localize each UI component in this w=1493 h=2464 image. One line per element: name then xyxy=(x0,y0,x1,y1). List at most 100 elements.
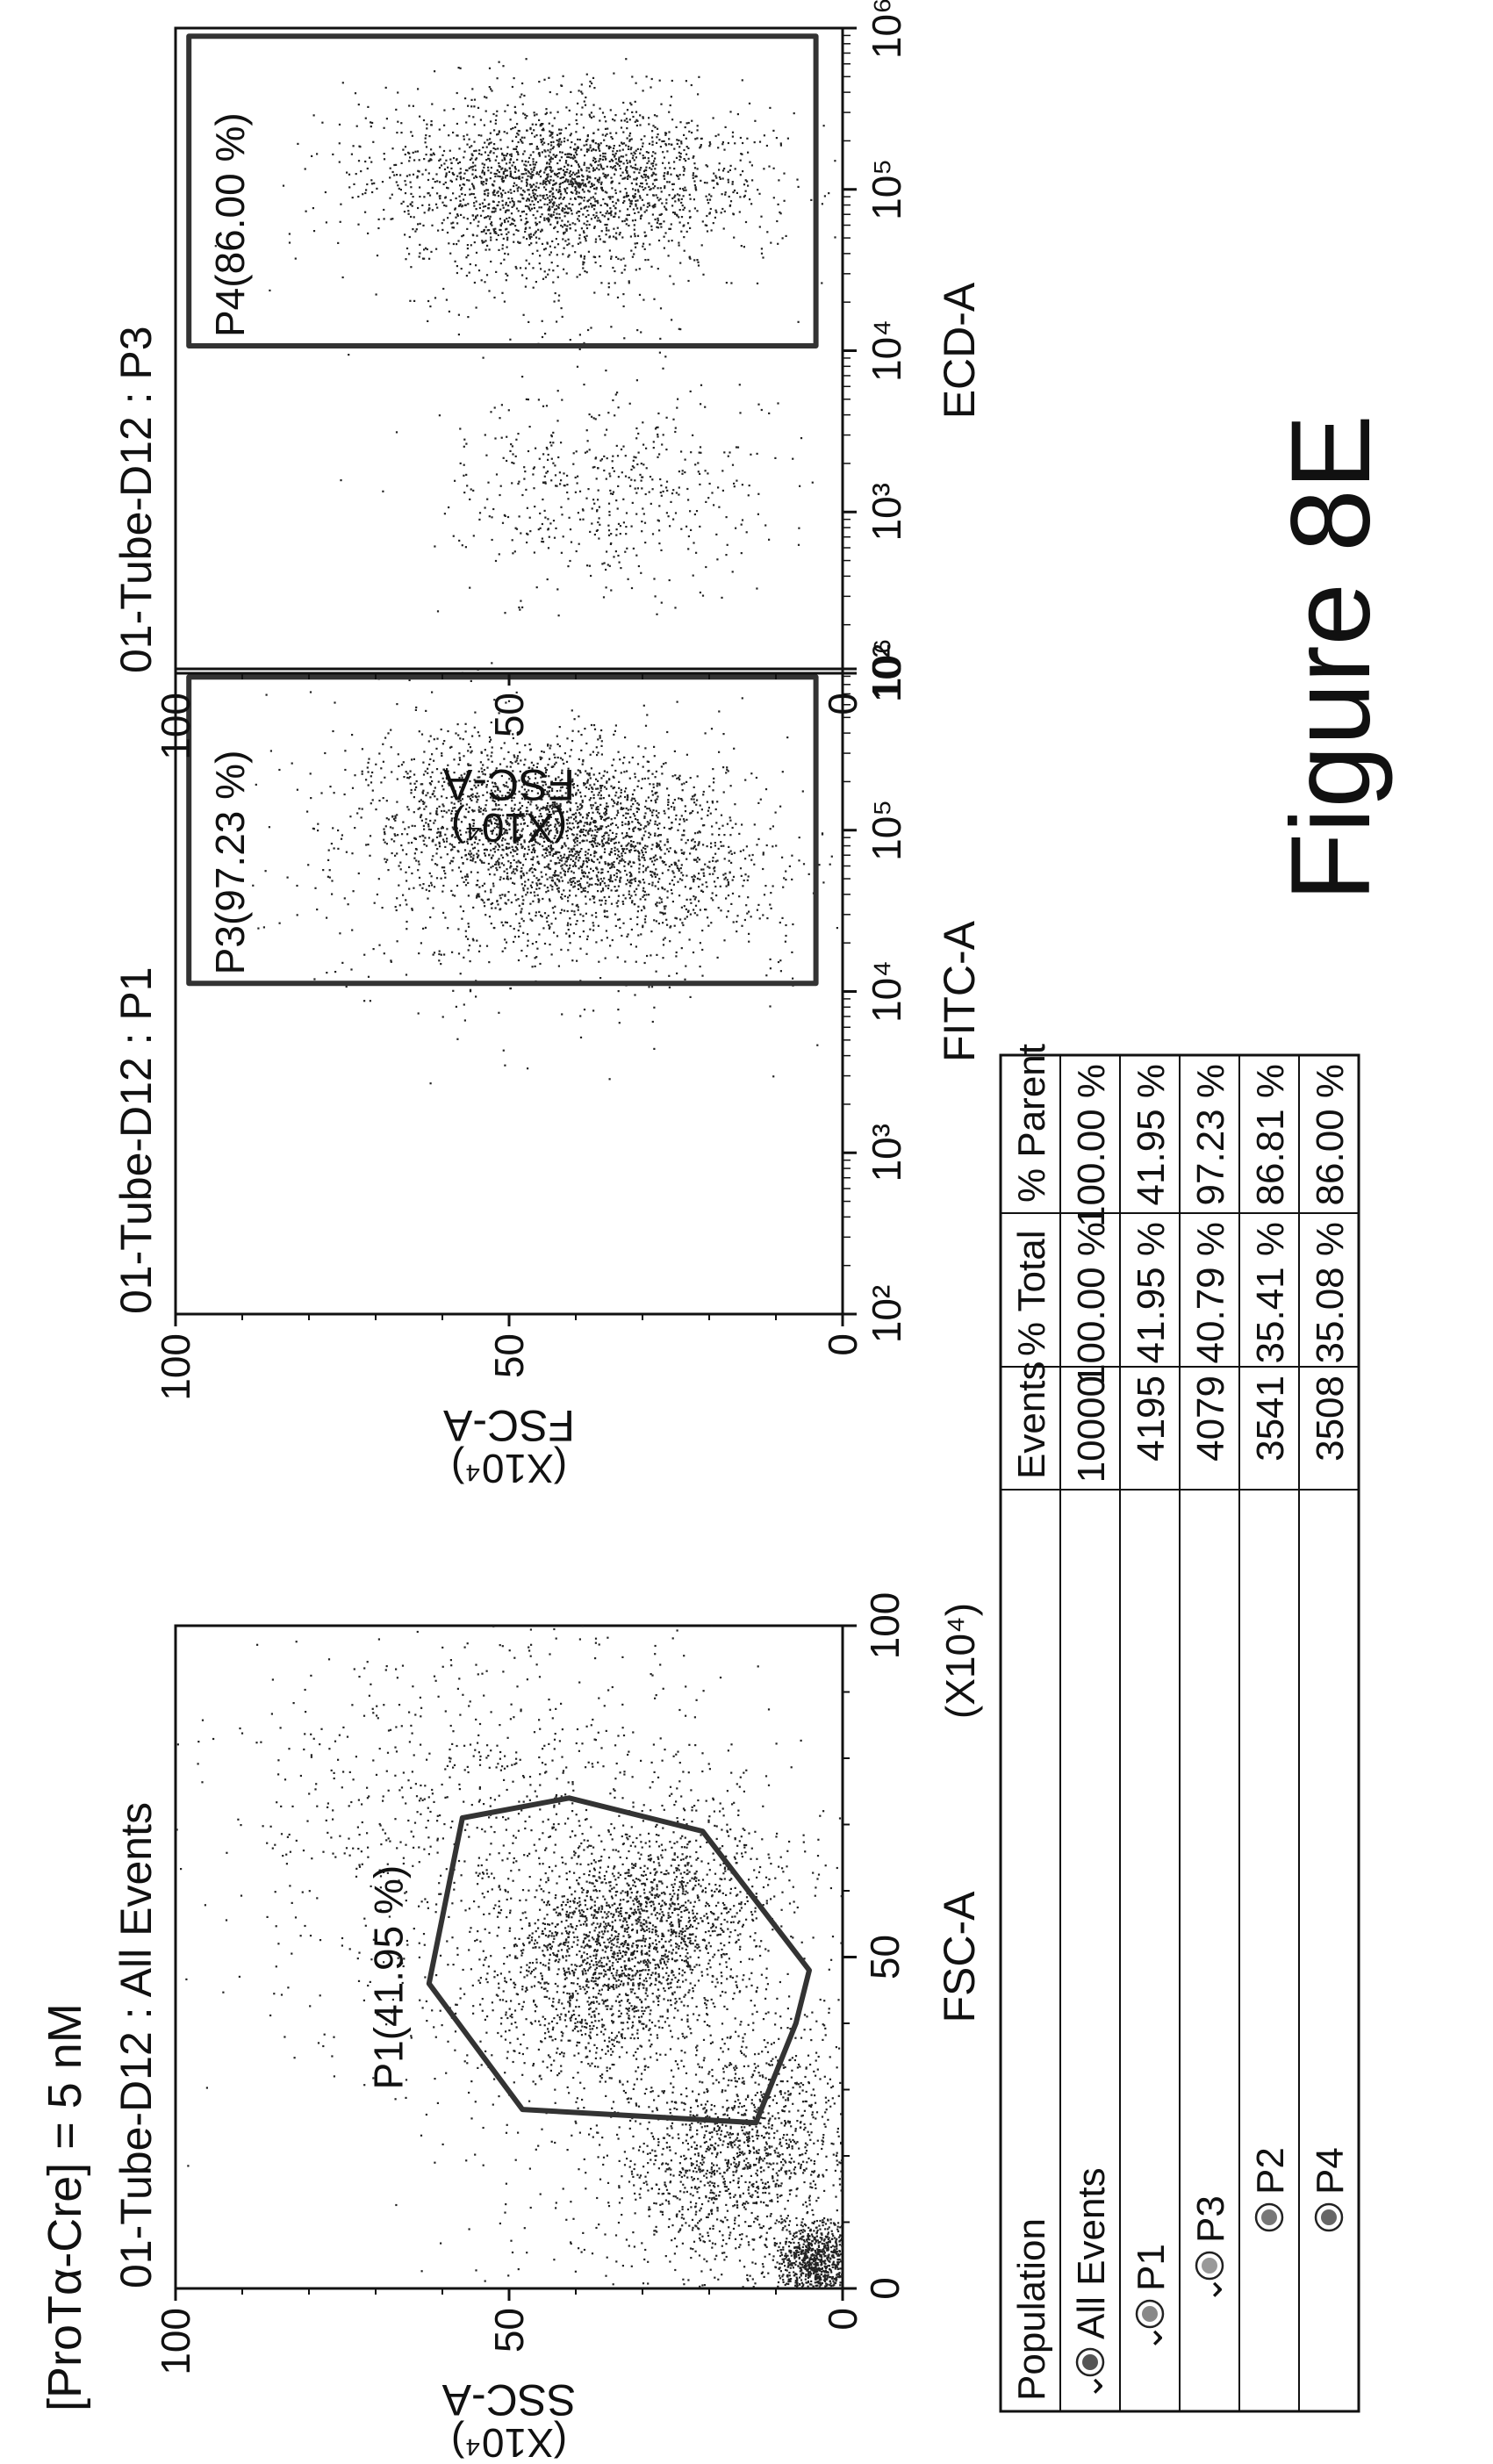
event-dot xyxy=(483,1896,485,1899)
event-dot xyxy=(653,2202,656,2204)
event-dot xyxy=(737,2099,740,2101)
event-dot xyxy=(427,1796,430,1799)
event-dot xyxy=(750,1847,753,1850)
event-dot xyxy=(795,2195,798,2197)
event-dot xyxy=(735,2171,737,2173)
event-dot xyxy=(725,2203,728,2206)
event-dot xyxy=(643,1892,646,1894)
event-dot xyxy=(633,2005,636,2008)
event-dot xyxy=(810,2249,814,2252)
event-dot xyxy=(698,2254,701,2257)
event-dot xyxy=(634,1897,636,1900)
event-dot xyxy=(799,2086,801,2088)
event-dot xyxy=(634,1965,636,1968)
event-dot xyxy=(645,1979,648,1983)
event-dot xyxy=(485,1957,487,1959)
event-dot xyxy=(277,1773,280,1776)
event-dot xyxy=(768,2119,771,2122)
event-dot xyxy=(391,2011,393,2014)
event-dot xyxy=(703,2091,706,2094)
event-dot xyxy=(562,1955,564,1958)
event-dot xyxy=(681,1877,684,1879)
event-dot xyxy=(498,1794,500,1797)
event-dot xyxy=(787,2281,790,2283)
event-dot xyxy=(503,1767,506,1770)
event-dot xyxy=(591,1914,593,1916)
event-dot xyxy=(269,2014,272,2017)
event-dot xyxy=(570,2016,573,2019)
event-dot xyxy=(651,2090,654,2093)
event-dot xyxy=(639,1902,642,1905)
event-dot xyxy=(726,2099,729,2101)
event-dot xyxy=(602,2002,605,2005)
event-dot xyxy=(811,2170,814,2173)
event-dot xyxy=(348,1771,351,1773)
event-dot xyxy=(552,1823,556,1826)
event-dot xyxy=(555,1894,557,1897)
event-dot xyxy=(394,1818,397,1821)
event-dot xyxy=(485,1670,488,1672)
event-dot xyxy=(745,2201,748,2203)
event-dot xyxy=(568,2001,571,2004)
event-dot xyxy=(699,2209,701,2212)
event-dot xyxy=(638,1857,641,1860)
event-dot xyxy=(586,1907,589,1910)
event-dot xyxy=(763,2157,766,2159)
event-dot xyxy=(413,1821,417,1824)
event-dot xyxy=(425,2000,427,2002)
event-dot xyxy=(515,1751,518,1754)
event-dot xyxy=(681,1886,684,1889)
event-dot xyxy=(788,2240,791,2244)
event-dot xyxy=(507,1878,510,1880)
event-dot xyxy=(792,2266,794,2269)
event-dot xyxy=(807,2256,809,2259)
event-dot xyxy=(618,1946,621,1949)
event-dot xyxy=(620,2033,622,2036)
event-dot xyxy=(522,1949,525,1951)
event-dot xyxy=(419,1999,421,2001)
event-dot xyxy=(696,2133,699,2136)
event-dot xyxy=(815,2263,817,2266)
event-dot xyxy=(528,1922,531,1925)
event-dot xyxy=(240,1894,243,1897)
event-dot xyxy=(826,2249,829,2252)
event-dot xyxy=(721,2144,724,2146)
event-dot xyxy=(594,1972,597,1974)
event-dot xyxy=(353,1668,355,1670)
event-dot xyxy=(775,1742,778,1745)
event-dot xyxy=(693,1915,697,1918)
event-dot xyxy=(616,1955,619,1958)
event-dot xyxy=(670,2004,672,2007)
event-dot xyxy=(613,1977,615,1979)
event-dot xyxy=(725,2186,728,2188)
event-dot xyxy=(552,2026,555,2029)
event-dot xyxy=(750,2099,753,2101)
event-dot xyxy=(657,1997,659,2000)
event-dot xyxy=(722,2140,725,2143)
event-dot xyxy=(764,1988,768,1991)
event-dot xyxy=(593,1929,596,1932)
event-dot xyxy=(569,2005,571,2008)
event-dot xyxy=(418,1800,421,1802)
event-dot xyxy=(786,2147,789,2150)
event-dot xyxy=(334,1740,337,1742)
event-dot xyxy=(632,1978,635,1980)
event-dot xyxy=(622,1950,625,1953)
event-dot xyxy=(712,1924,715,1927)
event-dot xyxy=(735,2086,737,2088)
event-dot xyxy=(789,2093,792,2095)
event-dot xyxy=(287,1986,290,1989)
event-dot xyxy=(563,2019,566,2022)
event-dot xyxy=(721,1807,724,1810)
event-dot xyxy=(535,1930,537,1933)
event-dot xyxy=(756,1876,758,1879)
event-dot xyxy=(594,1983,597,1986)
event-dot xyxy=(667,1974,670,1977)
event-dot xyxy=(673,2107,676,2109)
event-dot xyxy=(564,1904,567,1907)
event-dot xyxy=(611,2014,614,2016)
event-dot xyxy=(693,1878,695,1880)
event-dot xyxy=(604,1973,607,1976)
event-dot xyxy=(699,1950,701,1952)
event-dot xyxy=(222,1991,225,1993)
